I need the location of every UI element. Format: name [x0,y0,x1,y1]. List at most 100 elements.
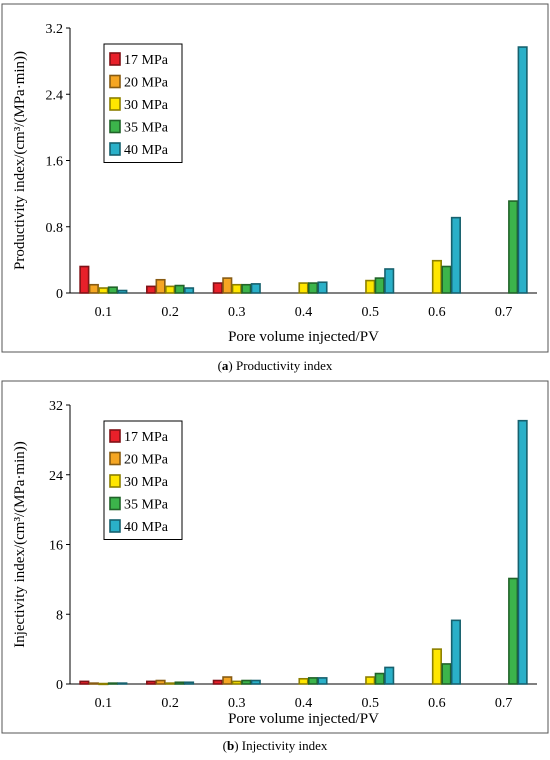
legend-swatch [109,142,121,156]
bar-30-mpa [165,285,176,294]
y-tick-label: 1.6 [46,155,64,170]
x-tick-label: 0.7 [495,305,513,320]
x-tick-label: 0.7 [495,696,513,711]
bar-35-mpa [174,681,185,685]
caption-a-text: Productivity index [236,358,333,373]
bar-17-mpa [146,680,157,685]
bar-35-mpa [107,682,118,685]
y-tick-label: 0 [56,678,63,693]
bar-17-mpa [79,680,90,685]
x-tick-label: 0.1 [95,696,113,711]
bar-40-mpa [250,283,261,294]
y-tick-label: 32 [49,399,63,414]
bar-35-mpa [374,672,385,685]
legend-entry: 20 MPa [124,453,169,468]
legend-swatch [109,52,121,66]
bar-40-mpa [317,281,328,294]
x-tick-label: 0.1 [95,305,113,320]
bar-40-mpa [184,287,195,294]
bar-35-mpa [508,200,519,294]
bar-30-mpa [165,682,176,685]
bar-40-mpa [517,419,528,685]
y-axis-label: Injectivity index/(cm³/(MPa·min)) [12,441,28,648]
x-tick-label: 0.3 [228,696,246,711]
legend-entry: 30 MPa [124,475,169,490]
caption-b-text: Injectivity index [241,738,328,753]
bar-40-mpa [517,46,528,294]
bar-35-mpa [508,577,519,685]
bar-20-mpa [222,277,233,294]
chart-a: 0 0.8 1.6 2.4 3.2 0.1 0.2 0.3 0.4 0.5 0.6 0.7 Pore v… [1,3,549,353]
bar-40-mpa [117,682,128,685]
bar-30-mpa [298,282,309,294]
chart-b: 0 8 16 24 32 0.1 0.2 0.3 0.4 0.5 0.6 0.7 Pore volume… [1,380,549,734]
bar-35-mpa [174,284,185,294]
legend-swatch [109,74,121,89]
legend-entry: 40 MPa [124,520,169,535]
x-tick-label: 0.6 [428,305,446,320]
y-tick-label: 0 [56,287,63,302]
legend-entry: 20 MPa [124,76,169,91]
x-tick-label: 0.2 [161,696,179,711]
y-axis-label: Productivity index/(cm³/(MPa·min)) [12,51,28,270]
bar-35-mpa [307,677,319,685]
x-axis-label: Pore volume injected/PV [228,711,379,727]
bar-40-mpa [317,677,328,685]
x-tick-label: 0.5 [361,696,379,711]
x-axis-label: Pore volume injected/PV [228,329,379,345]
x-tick-label: 0.3 [228,305,246,320]
bar-35-mpa [441,663,452,685]
bar-20-mpa [155,278,166,294]
bar-40-mpa [384,268,395,294]
legend-swatch [109,429,121,443]
bar-17-mpa [212,679,223,685]
legend: 17 MPa 20 MPa 30 MPa 35 MPa 40 MPa [103,43,183,163]
bar-35-mpa [307,282,319,294]
x-tick-label: 0.5 [361,305,379,320]
bar-35-mpa [374,277,385,294]
bar-17-mpa [212,282,223,294]
caption-b: (b) Injectivity index [222,738,328,753]
y-tick-label: 16 [49,539,63,554]
bar-30-mpa [365,279,376,294]
legend-entry: 17 MPa [124,53,169,68]
legend: 17 MPa 20 MPa 30 MPa 35 MPa 40 MPa [103,420,183,540]
bar-40-mpa [250,679,261,685]
bar-20-mpa [155,679,166,685]
chart-frame [1,3,549,353]
caption-a-label: a [221,358,229,373]
bar-30-mpa [365,676,376,685]
bar-40-mpa [450,216,461,294]
bar-40-mpa [384,666,395,685]
bar-30-mpa [431,648,442,685]
y-tick-label: 24 [49,469,63,484]
bar-35-mpa [241,283,252,294]
legend-entry: 30 MPa [124,98,169,113]
legend-entry: 35 MPa [124,498,169,513]
legend-entry: 40 MPa [124,143,169,158]
legend-entry: 17 MPa [124,430,169,445]
legend-swatch [109,474,121,488]
x-tick-label: 0.4 [295,305,313,320]
bar-30-mpa [298,677,309,685]
chart-frame [1,380,549,734]
bar-30-mpa [231,680,242,685]
legend-swatch [109,119,121,134]
bar-17-mpa [79,265,90,294]
y-tick-label: 8 [56,608,63,623]
legend-swatch [109,451,121,466]
bar-40-mpa [184,681,195,685]
y-tick-label: 0.8 [46,221,64,236]
caption-a: (a) Productivity index [217,358,333,373]
legend-swatch [109,496,121,511]
y-tick-label: 3.2 [46,22,64,37]
legend-swatch [109,97,121,111]
bar-20-mpa [222,676,233,685]
caption-b-label: b [226,738,235,753]
bar-30-mpa [431,259,442,294]
bar-20-mpa [88,682,99,685]
bar-40-mpa [117,289,128,294]
bar-20-mpa [88,283,99,294]
x-tick-label: 0.4 [295,696,313,711]
